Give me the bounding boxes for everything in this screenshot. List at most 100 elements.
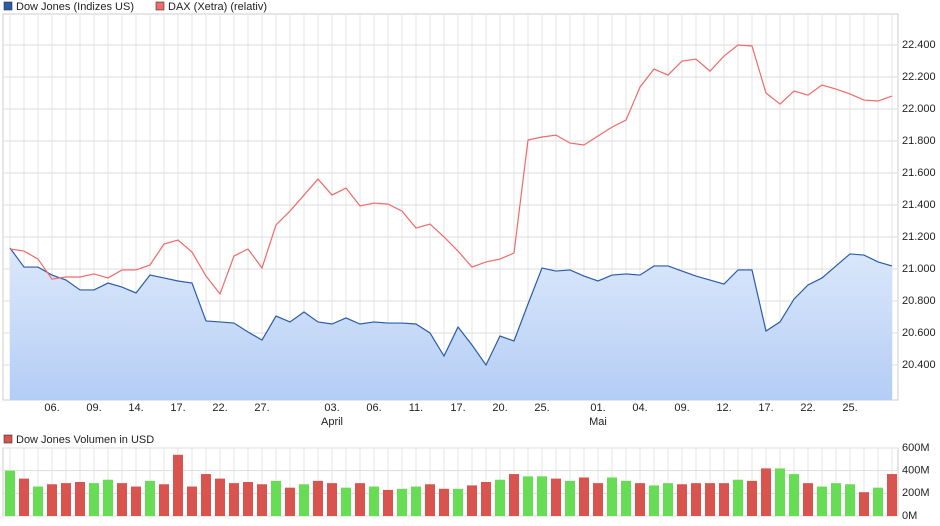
volume-bar [747, 480, 757, 516]
x-tick-label: 06. [44, 402, 59, 414]
volume-bar [19, 478, 29, 516]
volume-bar [873, 487, 883, 516]
y-tick-label: 20.400 [902, 359, 936, 371]
x-tick-label: 12. [716, 402, 731, 414]
volume-bar [89, 483, 99, 516]
legend-label: Dow Jones Volumen in USD [16, 434, 154, 446]
volume-bar [761, 468, 771, 516]
volume-bar [341, 487, 351, 516]
volume-bar [313, 480, 323, 516]
y-tick-label: 21.400 [902, 199, 936, 211]
line [9, 44, 893, 296]
y-tick-label: 400M [902, 465, 930, 477]
volume-bar [635, 483, 645, 516]
volume-bar [229, 483, 239, 516]
volume-bar [551, 478, 561, 516]
x-tick-label: 25. [842, 402, 857, 414]
y-tick-label: 22.200 [902, 71, 936, 83]
volume-bar [509, 474, 519, 516]
y-tick-label: 21.800 [902, 135, 936, 147]
volume-bar [5, 470, 15, 516]
volume-bar [775, 468, 785, 516]
volume-bar [299, 484, 309, 516]
volume-bar [215, 478, 225, 516]
x-tick-label: 22. [212, 402, 227, 414]
volume-bar [397, 488, 407, 516]
volume-bar [271, 480, 281, 516]
volume-bar [495, 479, 505, 516]
x-tick-label: 27. [254, 402, 269, 414]
x-tick-label: 03. [324, 402, 339, 414]
y-tick-label: 20.800 [902, 295, 936, 307]
y-tick-label: 0M [902, 510, 917, 522]
y-tick-label: 22.400 [902, 39, 936, 51]
y-tick-label: 21.600 [902, 167, 936, 179]
area [10, 248, 892, 400]
x-tick-label: 09. [674, 402, 689, 414]
volume-bar [453, 488, 463, 516]
x-tick-label: 14. [128, 402, 143, 414]
volume-bar [411, 486, 421, 516]
volume-bar [159, 484, 169, 516]
volume-bar [467, 485, 477, 516]
volume-bar [817, 486, 827, 516]
volume-bar [355, 483, 365, 516]
volume-bar [257, 484, 267, 516]
volume-bar [677, 484, 687, 516]
x-tick-label: 17. [170, 402, 185, 414]
y-tick-label: 21.200 [902, 231, 936, 243]
volume-bar [187, 486, 197, 516]
x-tick-label: 17. [450, 402, 465, 414]
y-tick-label: 600M [902, 442, 930, 454]
volume-bar [593, 483, 603, 516]
x-tick-label: 17. [758, 402, 773, 414]
legend-swatch [3, 1, 13, 11]
volume-bar [131, 486, 141, 516]
volume-bar [831, 483, 841, 516]
volume-bar [285, 487, 295, 516]
volume-bar [523, 476, 533, 516]
y-tick-label: 20.600 [902, 327, 936, 339]
volume-bar [327, 483, 337, 516]
volume-bar [47, 484, 57, 516]
x-tick-label: 22. [800, 402, 815, 414]
y-tick-label: 22.000 [902, 103, 936, 115]
x-tick-label: 09. [86, 402, 101, 414]
volume-bar [103, 479, 113, 516]
volume-bar [117, 483, 127, 516]
volume-bar [439, 488, 449, 516]
volume-bar [887, 474, 897, 516]
volume-bar [691, 483, 701, 516]
volume-bar [481, 482, 491, 516]
x-month-label: April [321, 416, 343, 428]
x-tick-label: 04. [632, 402, 647, 414]
volume-bar [565, 480, 575, 516]
x-tick-label: 06. [366, 402, 381, 414]
volume-bar [663, 483, 673, 516]
volume-bar [61, 483, 71, 516]
volume-bar [145, 480, 155, 516]
volume-bar [383, 489, 393, 516]
x-tick-label: 01. [590, 402, 605, 414]
volume-bar [579, 477, 589, 516]
x-month-label: Mai [589, 416, 607, 428]
x-tick-label: 20. [492, 402, 507, 414]
x-tick-label: 25. [534, 402, 549, 414]
volume-bar [845, 484, 855, 516]
volume-bar [621, 480, 631, 516]
volume-bar [75, 482, 85, 516]
x-tick-label: 11. [409, 402, 423, 414]
volume-bar [33, 486, 43, 516]
volume-bar [789, 474, 799, 516]
volume-bar [369, 486, 379, 516]
volume-bar [173, 454, 183, 516]
y-tick-label: 21.000 [902, 263, 936, 275]
y-tick-label: 200M [902, 487, 930, 499]
legend-swatch [3, 434, 13, 444]
line [9, 247, 893, 367]
volume-bar [803, 483, 813, 516]
volume-bar [607, 477, 617, 516]
volume-bar [705, 483, 715, 516]
